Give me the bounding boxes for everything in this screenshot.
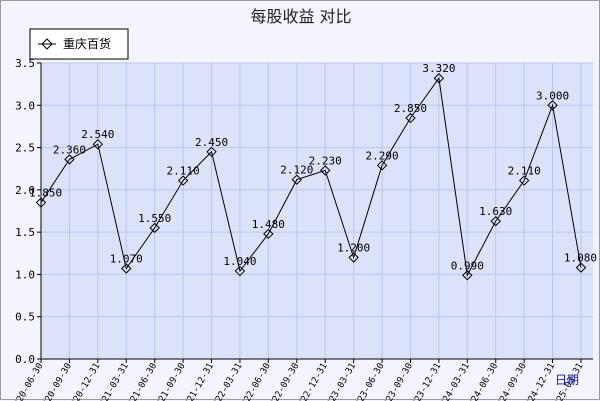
chart-title: 每股收益 对比 [250,7,351,26]
data-label: 2.290 [365,149,398,162]
y-tick-label: 0.5 [15,311,35,324]
y-tick-label: 0.0 [15,353,35,366]
data-label: 1.850 [29,187,62,200]
data-label: 2.110 [508,165,541,178]
y-tick-label: 3.0 [15,99,35,112]
data-label: 1.480 [252,218,285,231]
y-tick-label: 3.5 [15,57,35,70]
y-axis: 0.00.51.01.52.02.53.03.5 [15,57,41,366]
data-label: 3.000 [536,89,569,102]
x-axis-label: 日期 [555,373,579,387]
data-label: 1.630 [479,205,512,218]
data-label: 2.230 [309,154,342,167]
data-label: 2.540 [81,128,114,141]
data-label: 0.990 [451,259,484,272]
data-label: 1.200 [337,242,370,255]
y-tick-label: 2.5 [15,142,35,155]
data-label: 2.450 [195,136,228,149]
data-label: 1.550 [138,212,171,225]
data-label: 3.320 [422,62,455,75]
x-axis: 2020-06-302020-09-302020-12-312021-03-31… [10,359,593,401]
data-label: 1.040 [223,255,256,268]
y-tick-label: 1.0 [15,268,35,281]
y-tick-label: 1.5 [15,226,35,239]
data-label: 1.080 [564,252,597,265]
data-label: 1.070 [110,253,143,266]
x-tick-label: 2020-06-30 [10,362,46,401]
data-label: 2.850 [394,102,427,115]
data-label: 2.110 [167,165,200,178]
legend: 重庆百货 [30,29,128,59]
legend-series-name: 重庆百货 [63,36,111,51]
data-label: 2.360 [53,143,86,156]
